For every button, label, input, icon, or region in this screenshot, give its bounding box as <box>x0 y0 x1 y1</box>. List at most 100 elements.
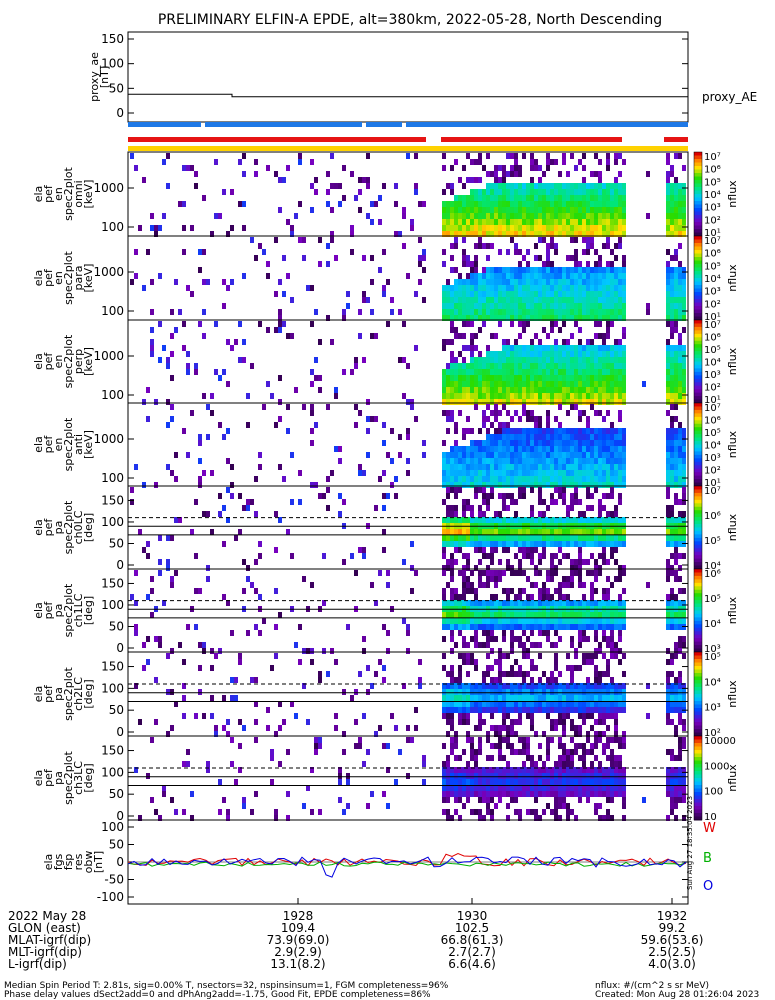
spectrogram-cell <box>538 707 542 713</box>
spectrogram-cell <box>622 434 626 440</box>
spectrogram-cell <box>590 351 594 357</box>
spectrogram-cell <box>594 249 598 255</box>
spectrogram-cell <box>178 642 182 648</box>
spectrogram-cell <box>554 797 558 803</box>
spectrogram-cell <box>534 458 538 464</box>
spectrogram-cell <box>522 588 526 594</box>
spectrogram-cell <box>522 351 526 357</box>
spectrogram-cell <box>238 159 242 165</box>
spectrogram-cell <box>570 381 574 387</box>
spectrogram-cell <box>470 446 474 452</box>
spectrogram-cell <box>614 482 618 488</box>
spectrogram-cell <box>454 791 458 797</box>
ylabel-line: spec2plot <box>62 583 75 637</box>
spectrogram-cell <box>546 153 550 159</box>
spectrogram-cell <box>578 582 582 588</box>
spectrogram-cell <box>542 582 546 588</box>
spectrogram-cell <box>542 213 546 219</box>
spectrogram-cell <box>582 309 586 315</box>
spectrogram-cell <box>550 565 554 571</box>
spectrogram-cell <box>554 529 558 535</box>
spectrogram-cell <box>166 422 170 428</box>
spectrogram-cell <box>538 201 542 207</box>
spectrogram-cell <box>678 345 682 351</box>
spectrogram-cell <box>550 315 554 321</box>
spectrogram-cell <box>442 695 446 701</box>
spectrogram-cell <box>550 767 554 773</box>
spectrogram-cell <box>366 213 370 219</box>
spectrogram-cell <box>446 291 450 297</box>
spectrogram-cell <box>490 297 494 303</box>
spectrogram-cell <box>454 291 458 297</box>
spectrogram-cell <box>678 399 682 405</box>
colorbar-cell <box>694 309 702 314</box>
spectrogram-cell <box>582 381 586 387</box>
spectrogram-cell <box>490 773 494 779</box>
spectrogram-cell <box>622 291 626 297</box>
spectrogram-cell <box>170 797 174 803</box>
spectrogram-cell <box>582 582 586 588</box>
spectrogram-cell <box>270 749 274 755</box>
spectrogram-cell <box>506 761 510 767</box>
spectrogram-cell <box>466 618 470 624</box>
spectrogram-cell <box>154 399 158 405</box>
spectrogram-cell <box>290 701 294 707</box>
spectrogram-cell <box>534 464 538 470</box>
spectrogram-cell <box>670 600 674 606</box>
spectrogram-cell <box>382 791 386 797</box>
spectrogram-cell <box>614 476 618 482</box>
spectrogram-cell <box>606 267 610 273</box>
spectrogram-cell <box>490 171 494 177</box>
spectrogram-cell <box>166 363 170 369</box>
spectrogram-cell <box>474 285 478 291</box>
spectrogram-cell <box>678 695 682 701</box>
spectrogram-cell <box>454 773 458 779</box>
spectrogram-cell <box>554 517 558 523</box>
spectrogram-cell <box>206 279 210 285</box>
spectrogram-cell <box>538 541 542 547</box>
spectrogram-cell <box>482 225 486 231</box>
spectrogram-cell <box>562 189 566 195</box>
spectrogram-cell <box>474 452 478 458</box>
spectrogram-cell <box>482 701 486 707</box>
spectrogram-cell <box>454 476 458 482</box>
spectrogram-cell <box>590 404 594 410</box>
spectrogram-cell <box>510 201 514 207</box>
spectrogram-cell <box>554 707 558 713</box>
spectrogram-cell <box>178 201 182 207</box>
colorbar-label: nflux <box>726 513 739 541</box>
spectrogram-cell <box>566 767 570 773</box>
spectrogram-cell <box>670 440 674 446</box>
spectrogram-cell <box>562 618 566 624</box>
spectrogram-cell <box>610 345 614 351</box>
spectrogram-cell <box>386 321 390 327</box>
spectrogram-cell <box>154 231 158 237</box>
spectrogram-cell <box>494 446 498 452</box>
colorbar-cell <box>694 479 702 484</box>
spectrogram-cell <box>486 404 490 410</box>
spectrogram-cell <box>486 225 490 231</box>
spectrogram-cell <box>490 648 494 654</box>
colorbar-cell <box>694 155 702 160</box>
spectrogram-cell <box>546 261 550 267</box>
spectrogram-cell <box>182 321 186 327</box>
spectrogram-cell <box>646 683 650 689</box>
spectrogram-cell <box>530 582 534 588</box>
spectrogram-cell <box>462 476 466 482</box>
colorbar-cell <box>694 562 702 567</box>
spectrogram-cell <box>602 612 606 618</box>
spectrogram-cell <box>470 749 474 755</box>
spectrogram-cell <box>562 594 566 600</box>
spectrogram-cell <box>554 553 558 559</box>
spectrogram-cell <box>574 749 578 755</box>
spectrogram-cell <box>526 452 530 458</box>
spectrogram-cell <box>462 600 466 606</box>
spectrogram-cell <box>538 499 542 505</box>
spectrogram-cell <box>554 434 558 440</box>
spectrogram-cell <box>546 576 550 582</box>
spectrogram-cell <box>618 618 622 624</box>
spectrogram-cell <box>530 159 534 165</box>
spectrogram-cell <box>594 600 598 606</box>
spectrogram-cell <box>550 291 554 297</box>
